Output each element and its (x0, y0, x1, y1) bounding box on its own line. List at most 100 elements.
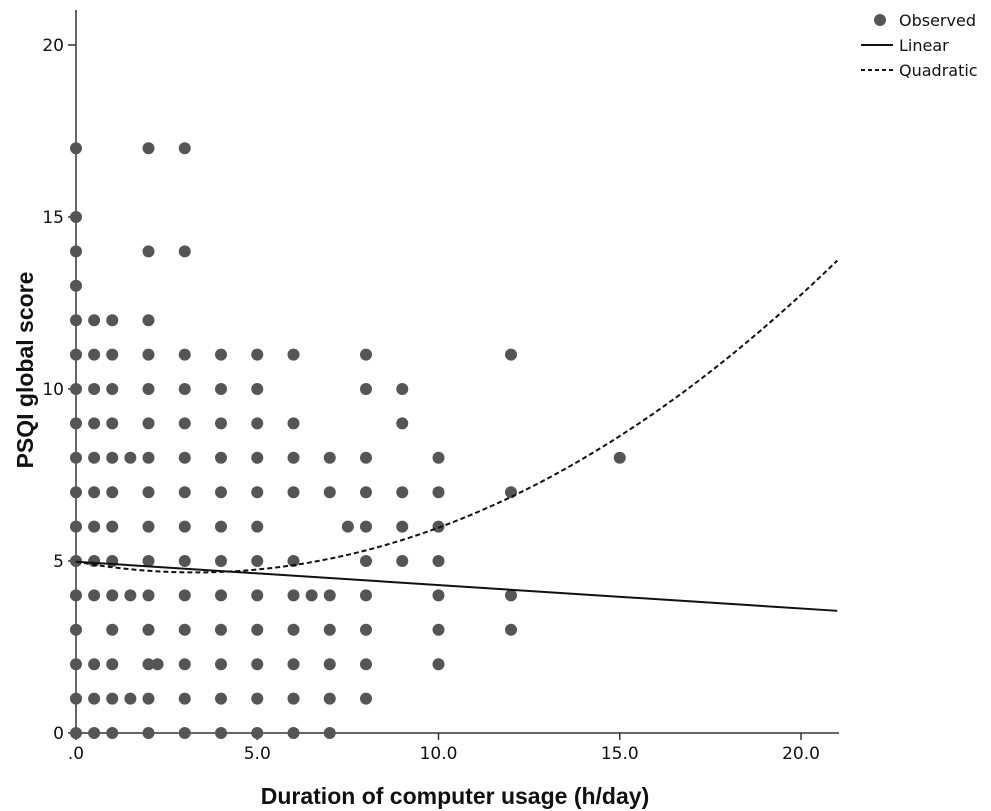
observed-point (88, 383, 101, 395)
observed-point (142, 486, 155, 499)
observed-point (142, 520, 155, 533)
observed-point (178, 692, 191, 705)
observed-point (70, 383, 82, 395)
observed-point (178, 486, 191, 499)
observed-points (70, 142, 626, 739)
observed-point (432, 451, 445, 464)
observed-point (287, 589, 300, 602)
observed-point (106, 383, 119, 395)
observed-point (70, 486, 82, 499)
observed-point (287, 555, 300, 567)
x-tick-label: .0 (68, 744, 84, 764)
observed-point (215, 486, 227, 499)
observed-point (505, 348, 517, 361)
observed-point (124, 451, 137, 464)
legend-marker-observed (874, 14, 886, 26)
observed-point (142, 314, 155, 327)
observed-point (360, 451, 372, 464)
observed-point (396, 520, 409, 533)
observed-point (287, 692, 300, 705)
observed-point (106, 623, 119, 636)
observed-point (178, 348, 191, 361)
observed-point (142, 623, 155, 636)
observed-point (106, 692, 119, 705)
observed-point (396, 417, 409, 430)
observed-point (323, 658, 336, 671)
observed-point (251, 520, 264, 533)
observed-point (287, 727, 300, 739)
observed-point (360, 658, 372, 671)
observed-point (613, 451, 626, 464)
observed-point (251, 692, 264, 705)
observed-point (70, 245, 82, 258)
observed-point (70, 623, 82, 636)
observed-point (70, 692, 82, 705)
observed-point (178, 623, 191, 636)
observed-point (323, 692, 336, 705)
observed-point (215, 348, 227, 361)
observed-point (88, 486, 101, 499)
observed-point (70, 142, 82, 155)
observed-point (142, 383, 155, 395)
observed-point (70, 520, 82, 533)
observed-point (178, 658, 191, 671)
observed-point (287, 451, 300, 464)
observed-point (142, 245, 155, 258)
observed-point (251, 417, 264, 430)
observed-point (215, 727, 227, 739)
observed-point (142, 727, 155, 739)
observed-point (106, 314, 119, 327)
observed-point (360, 520, 372, 533)
observed-point (142, 451, 155, 464)
observed-point (215, 555, 227, 567)
legend-label: Quadratic (899, 61, 978, 80)
observed-point (360, 348, 372, 361)
observed-point (505, 623, 517, 636)
observed-point (142, 555, 155, 567)
legend: Observed Linear Quadratic (861, 11, 978, 80)
x-tick-label: 15.0 (601, 744, 639, 764)
observed-point (124, 589, 137, 602)
observed-point (106, 348, 119, 361)
observed-point (88, 727, 101, 739)
observed-point (215, 417, 227, 430)
observed-point (151, 658, 164, 671)
linear-fit-line (75, 560, 838, 612)
observed-point (287, 623, 300, 636)
x-tick-label: 5.0 (244, 744, 271, 764)
observed-point (70, 279, 82, 292)
observed-point (178, 555, 191, 567)
observed-point (251, 348, 264, 361)
observed-point (178, 589, 191, 602)
observed-point (70, 314, 82, 327)
observed-point (251, 383, 264, 395)
observed-point (215, 383, 227, 395)
y-axis-title: PSQI global score (12, 272, 38, 469)
observed-point (323, 727, 336, 739)
observed-point (88, 451, 101, 464)
observed-point (88, 417, 101, 430)
observed-point (432, 589, 445, 602)
observed-point (251, 486, 264, 499)
observed-point (142, 417, 155, 430)
observed-point (215, 451, 227, 464)
observed-point (215, 589, 227, 602)
observed-point (432, 623, 445, 636)
observed-point (323, 486, 336, 499)
observed-point (70, 658, 82, 671)
observed-point (124, 692, 137, 705)
observed-point (178, 727, 191, 739)
observed-point (360, 555, 372, 567)
observed-point (142, 142, 155, 155)
observed-point (106, 727, 119, 739)
observed-point (432, 658, 445, 671)
observed-point (88, 520, 101, 533)
observed-point (142, 692, 155, 705)
observed-point (505, 589, 517, 602)
quadratic-fit-line (75, 259, 838, 574)
observed-point (396, 383, 409, 395)
observed-point (360, 623, 372, 636)
observed-point (106, 520, 119, 533)
observed-point (70, 211, 82, 223)
